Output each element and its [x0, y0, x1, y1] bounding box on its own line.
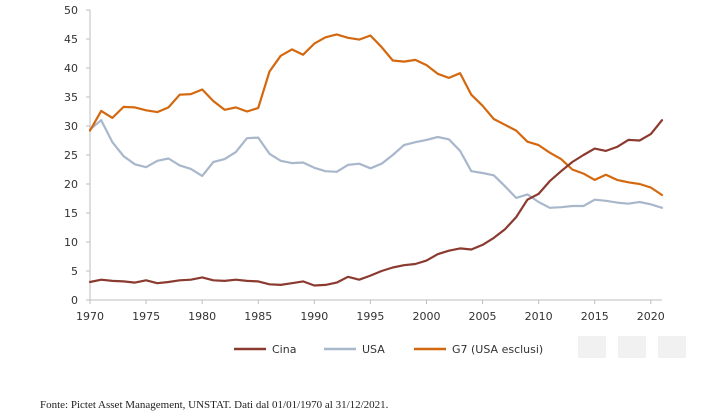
y-tick-label: 40 — [64, 62, 78, 75]
ghost-box-1 — [578, 336, 606, 358]
x-tick-label: 1985 — [244, 310, 272, 323]
x-tick-label: 2015 — [581, 310, 609, 323]
series-line-cina — [88, 119, 664, 287]
x-tick-label: 1970 — [76, 310, 104, 323]
y-tick-label: 30 — [64, 120, 78, 133]
y-tick-label: 20 — [64, 178, 78, 191]
x-tick-label: 1980 — [188, 310, 216, 323]
y-tick-label: 10 — [64, 236, 78, 249]
series-lines — [88, 33, 664, 287]
x-tick-label: 1990 — [300, 310, 328, 323]
y-tick-label: 45 — [64, 33, 78, 46]
axes: 0 5 10 15 20 25 30 35 40 45 50 1970 1975 1980 1985 1990… — [64, 4, 665, 323]
source-note: Fonte: Pictet Asset Management, UNSTAT. … — [40, 399, 389, 411]
legend-label: USA — [362, 343, 385, 356]
series-line-g7-usa-esclusi — [88, 33, 664, 197]
x-tick-label: 2005 — [469, 310, 497, 323]
y-tick-label: 15 — [64, 207, 78, 220]
legend: Cina USA G7 (USA esclusi) — [234, 343, 543, 356]
y-tick-label: 0 — [71, 294, 78, 307]
y-tick-label: 5 — [71, 265, 78, 278]
x-tick-label: 1975 — [132, 310, 160, 323]
ghost-box-3 — [658, 336, 686, 358]
y-tick-label: 25 — [64, 149, 78, 162]
series-line-usa — [88, 119, 664, 209]
line-chart: 0 5 10 15 20 25 30 35 40 45 50 1970 1975 1980 1985 1990… — [64, 4, 686, 358]
y-tick-label: 35 — [64, 91, 78, 104]
x-tick-label: 2020 — [637, 310, 665, 323]
legend-label: G7 (USA esclusi) — [452, 343, 543, 356]
x-tick-label: 2010 — [525, 310, 553, 323]
decorative-boxes — [578, 336, 686, 358]
y-tick-label: 50 — [64, 4, 78, 17]
ghost-box-2 — [618, 336, 646, 358]
legend-label: Cina — [272, 343, 296, 356]
x-tick-label: 2000 — [412, 310, 440, 323]
x-tick-label: 1995 — [356, 310, 384, 323]
